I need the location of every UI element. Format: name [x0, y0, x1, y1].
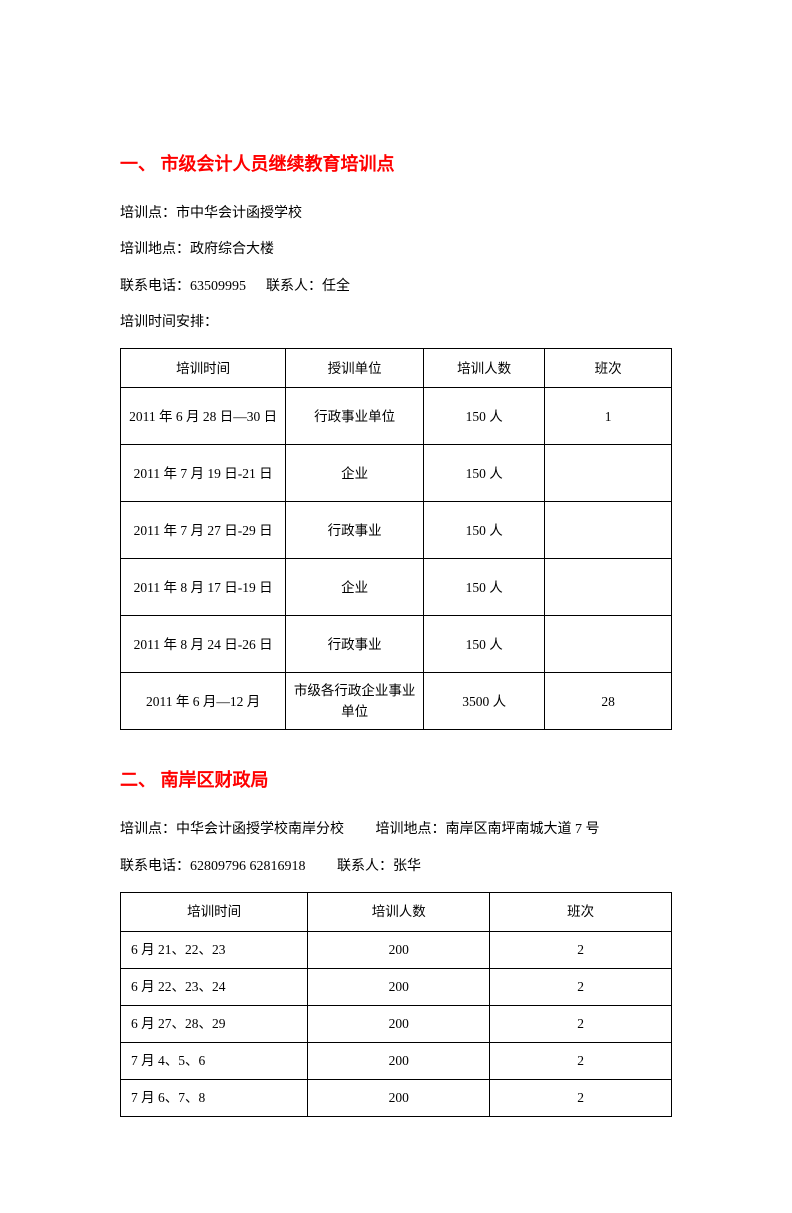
cell: 150 人	[424, 502, 545, 559]
section1-line4: 培训时间安排：	[120, 312, 672, 334]
cell: 200	[308, 1042, 490, 1079]
cell	[545, 559, 672, 616]
section1-line3: 联系电话：63509995 联系人：任全	[120, 276, 672, 298]
cell: 200	[308, 931, 490, 968]
th-unit: 授训单位	[286, 349, 424, 388]
cell: 2	[490, 968, 672, 1005]
section2-contact: 联系人：张华	[337, 856, 421, 878]
cell: 1	[545, 388, 672, 445]
cell: 企业	[286, 559, 424, 616]
th-time: 培训时间	[121, 349, 286, 388]
cell: 2	[490, 931, 672, 968]
cell: 2011 年 6 月 28 日—30 日	[121, 388, 286, 445]
section2-point: 培训点：中华会计函授学校南岸分校	[120, 819, 344, 841]
table-row: 2011 年 8 月 24 日-26 日 行政事业 150 人	[121, 616, 672, 673]
section1-line1: 培训点：市中华会计函授学校	[120, 203, 672, 225]
section1-contact: 联系人：任全	[266, 279, 350, 294]
table-row: 6 月 22、23、24 200 2	[121, 968, 672, 1005]
cell: 2	[490, 1042, 672, 1079]
section2-line2: 联系电话：62809796 62816918 联系人：张华	[120, 856, 672, 878]
section2-address: 培训地点：南岸区南坪南城大道 7 号	[376, 819, 600, 841]
cell: 150 人	[424, 616, 545, 673]
table-row: 2011 年 8 月 17 日-19 日 企业 150 人	[121, 559, 672, 616]
cell: 28	[545, 673, 672, 730]
cell: 200	[308, 968, 490, 1005]
cell: 6 月 27、28、29	[121, 1005, 308, 1042]
cell: 200	[308, 1079, 490, 1116]
cell	[545, 616, 672, 673]
table-row: 2011 年 6 月—12 月 市级各行政企业事业单位 3500 人 28	[121, 673, 672, 730]
th-class: 班次	[545, 349, 672, 388]
cell: 行政事业	[286, 616, 424, 673]
cell: 2	[490, 1005, 672, 1042]
cell: 行政事业单位	[286, 388, 424, 445]
cell: 2	[490, 1079, 672, 1116]
cell: 6 月 22、23、24	[121, 968, 308, 1005]
cell: 6 月 21、22、23	[121, 931, 308, 968]
section2-phone: 联系电话：62809796 62816918	[120, 856, 306, 878]
section2-line1: 培训点：中华会计函授学校南岸分校 培训地点：南岸区南坪南城大道 7 号	[120, 819, 672, 841]
cell: 3500 人	[424, 673, 545, 730]
cell	[545, 445, 672, 502]
section1-table: 培训时间 授训单位 培训人数 班次 2011 年 6 月 28 日—30 日 行…	[120, 348, 672, 730]
th-count: 培训人数	[308, 892, 490, 931]
table-row: 2011 年 7 月 27 日-29 日 行政事业 150 人	[121, 502, 672, 559]
table-row: 6 月 21、22、23 200 2	[121, 931, 672, 968]
cell: 200	[308, 1005, 490, 1042]
cell: 7 月 4、5、6	[121, 1042, 308, 1079]
table-row: 7 月 4、5、6 200 2	[121, 1042, 672, 1079]
table-row: 2011 年 7 月 19 日-21 日 企业 150 人	[121, 445, 672, 502]
cell: 2011 年 7 月 27 日-29 日	[121, 502, 286, 559]
cell: 150 人	[424, 445, 545, 502]
section1-line2: 培训地点：政府综合大楼	[120, 239, 672, 261]
cell	[545, 502, 672, 559]
cell: 2011 年 8 月 17 日-19 日	[121, 559, 286, 616]
th-class: 班次	[490, 892, 672, 931]
cell: 行政事业	[286, 502, 424, 559]
document-page: 一、 市级会计人员继续教育培训点 培训点：市中华会计函授学校 培训地点：政府综合…	[0, 0, 792, 1213]
cell: 企业	[286, 445, 424, 502]
th-time: 培训时间	[121, 892, 308, 931]
cell: 2011 年 6 月—12 月	[121, 673, 286, 730]
section1-phone: 联系电话：63509995	[120, 279, 246, 294]
table-row: 6 月 27、28、29 200 2	[121, 1005, 672, 1042]
table-row: 7 月 6、7、8 200 2	[121, 1079, 672, 1116]
section2-heading: 二、 南岸区财政局	[120, 766, 672, 795]
section2-table: 培训时间 培训人数 班次 6 月 21、22、23 200 2 6 月 22、2…	[120, 892, 672, 1117]
cell: 150 人	[424, 388, 545, 445]
cell: 7 月 6、7、8	[121, 1079, 308, 1116]
table-header-row: 培训时间 培训人数 班次	[121, 892, 672, 931]
cell: 2011 年 8 月 24 日-26 日	[121, 616, 286, 673]
cell: 2011 年 7 月 19 日-21 日	[121, 445, 286, 502]
th-count: 培训人数	[424, 349, 545, 388]
table-row: 2011 年 6 月 28 日—30 日 行政事业单位 150 人 1	[121, 388, 672, 445]
cell: 150 人	[424, 559, 545, 616]
section1-heading: 一、 市级会计人员继续教育培训点	[120, 150, 672, 179]
cell: 市级各行政企业事业单位	[286, 673, 424, 730]
table-header-row: 培训时间 授训单位 培训人数 班次	[121, 349, 672, 388]
